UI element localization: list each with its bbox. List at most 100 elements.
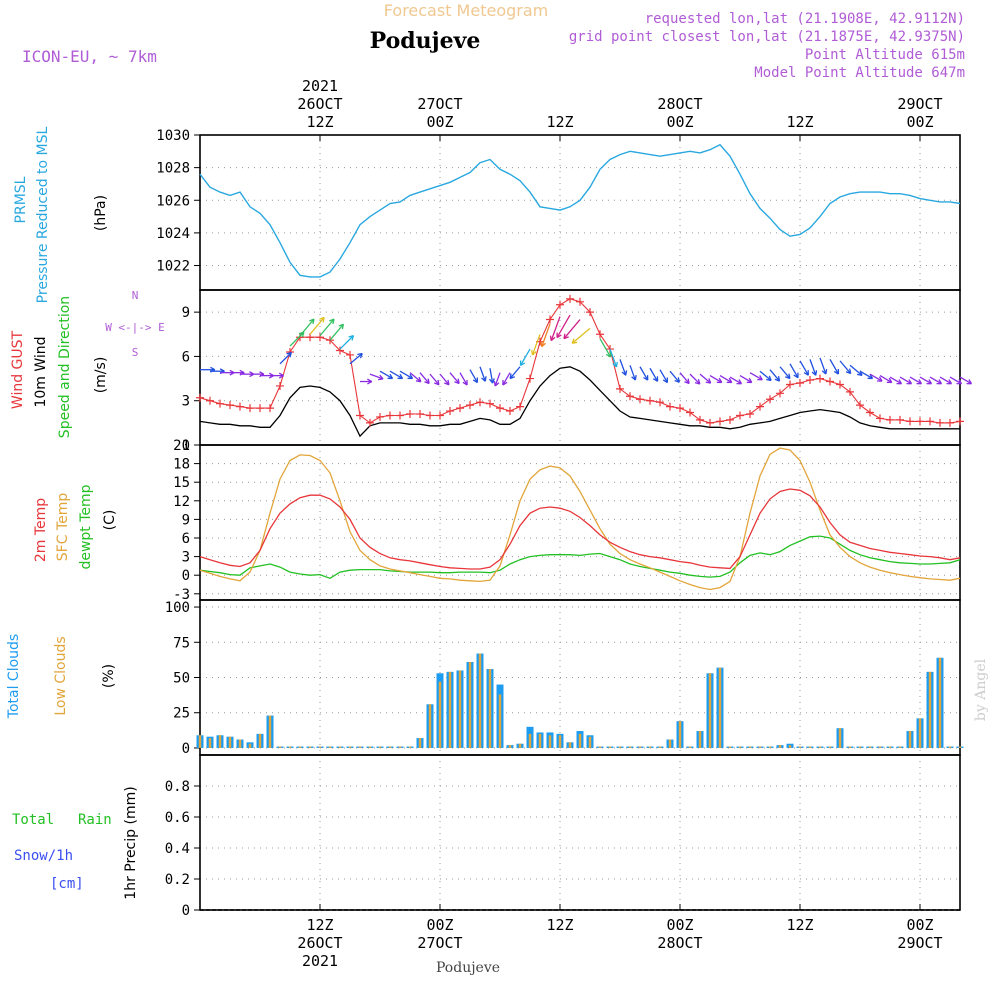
- chart-subtitle: Forecast Meteogram: [384, 1, 548, 20]
- precip-labels: Total Rain Snow/1h [cm] 1hr Precip (mm): [12, 786, 139, 899]
- low-cloud-bar: [318, 746, 322, 748]
- low-cloud-bar: [958, 746, 962, 748]
- gust-point: [206, 396, 214, 405]
- watermark: by Angel: [973, 658, 989, 721]
- low-cloud-bar: [208, 738, 212, 748]
- wind-arrow: [949, 376, 963, 385]
- bottom-time-label: 00Z: [906, 916, 933, 934]
- ytick-label: 6: [182, 349, 190, 365]
- low-cloud-bar: [428, 704, 432, 748]
- low-cloud-bar: [948, 746, 952, 748]
- arrow-head: [803, 370, 809, 376]
- arrow-head: [319, 316, 325, 323]
- wind-arrow: [549, 316, 561, 342]
- ytick-label: 50: [173, 671, 190, 687]
- arrow-head: [519, 360, 526, 367]
- arrow-shaft: [789, 363, 799, 378]
- wind-arrow: [429, 373, 440, 386]
- gust-point: [226, 401, 234, 410]
- arrow-shaft: [429, 373, 440, 386]
- low-cloud-bar: [468, 662, 472, 748]
- cloud-unit: (%): [101, 664, 117, 688]
- pressure-labels: PRMSL Pressure Reduced to MSL (hPa): [13, 126, 109, 303]
- arrow-head: [378, 374, 384, 381]
- pressure-label: Pressure Reduced to MSL: [35, 126, 51, 303]
- low-cloud-bar: [508, 745, 512, 748]
- arrow-head: [877, 376, 883, 382]
- ytick-label: 1024: [156, 226, 190, 242]
- gust-point: [676, 404, 684, 413]
- arrow-head: [785, 373, 791, 380]
- low-cloud-bar: [818, 746, 822, 748]
- ytick-label: -3: [173, 587, 190, 603]
- top-time-label: 12Z: [306, 113, 333, 131]
- gust-point: [866, 408, 874, 417]
- low-cloud-bar: [458, 670, 462, 748]
- arrow-shaft: [689, 373, 701, 385]
- low-cloud-bar: [688, 746, 692, 748]
- compass-s: S: [132, 346, 139, 359]
- wind-arrow: [689, 373, 701, 385]
- ytick-label: 0: [182, 741, 190, 757]
- gust-point: [466, 401, 474, 410]
- arrow-head: [946, 379, 953, 385]
- low-cloud-bar: [368, 746, 372, 748]
- gust-point: [346, 350, 354, 359]
- low-cloud-bar: [328, 746, 332, 748]
- low-cloud-bar: [488, 669, 492, 748]
- arrow-shaft: [949, 376, 962, 385]
- wind-arrow: [531, 334, 541, 356]
- arrow-shaft: [369, 373, 384, 380]
- arrow-head: [631, 374, 637, 381]
- arrow-head: [367, 378, 373, 385]
- arrow-shaft: [869, 373, 883, 382]
- arrow-head: [774, 376, 781, 382]
- gust-point: [586, 308, 594, 317]
- arrow-head: [387, 373, 394, 380]
- wind-arrow: [939, 376, 953, 385]
- low-cloud-bar: [878, 746, 882, 748]
- model-name: ICON-EU, ~ 7km: [22, 47, 157, 66]
- bottom-time-label: 12Z: [786, 916, 813, 934]
- gust-point: [566, 294, 574, 303]
- arrow-shaft: [299, 318, 315, 337]
- ytick-label: 0: [182, 568, 190, 584]
- bottom-time-label: 2021: [302, 952, 338, 970]
- low-cloud-bar: [668, 739, 672, 748]
- arrow-head: [716, 377, 723, 384]
- wind-arrow: [789, 363, 799, 379]
- arrow-head: [488, 378, 495, 384]
- gust-point: [916, 417, 924, 426]
- low-cloud-bar: [548, 735, 552, 748]
- arrow-shaft: [550, 316, 561, 341]
- low-cloud-bar: [628, 746, 632, 748]
- wind10m-line: [199, 366, 960, 438]
- ytick-label: 0: [182, 438, 190, 454]
- top-time-label: 27OCT: [417, 95, 462, 113]
- wind-arrow: [909, 376, 923, 385]
- arrow-head: [309, 318, 315, 325]
- wind-arrow: [563, 319, 581, 340]
- gust-point: [886, 415, 894, 424]
- low-cloud-bar: [838, 728, 842, 748]
- wind-arrow: [419, 372, 430, 385]
- gust-point: [366, 418, 374, 427]
- wind-arrow: [449, 372, 460, 385]
- gust-point: [896, 415, 904, 424]
- arrow-head: [886, 377, 893, 384]
- arrow-head: [338, 323, 345, 330]
- arrow-shaft: [799, 360, 809, 376]
- arrow-head: [556, 332, 562, 339]
- arrow-head: [906, 379, 913, 385]
- arrow-shaft: [469, 369, 478, 383]
- arrow-shaft: [459, 372, 468, 386]
- arrow-head: [684, 378, 690, 385]
- arrow-head: [444, 379, 450, 386]
- wind-arrow: [819, 357, 828, 375]
- wind-arrow: [779, 366, 791, 380]
- low-cloud-bar: [788, 745, 792, 748]
- gust-label: Wind GUST: [10, 330, 26, 409]
- arrow-head: [563, 333, 569, 340]
- gust-point: [596, 330, 604, 339]
- ytick-label: 0.6: [165, 810, 190, 826]
